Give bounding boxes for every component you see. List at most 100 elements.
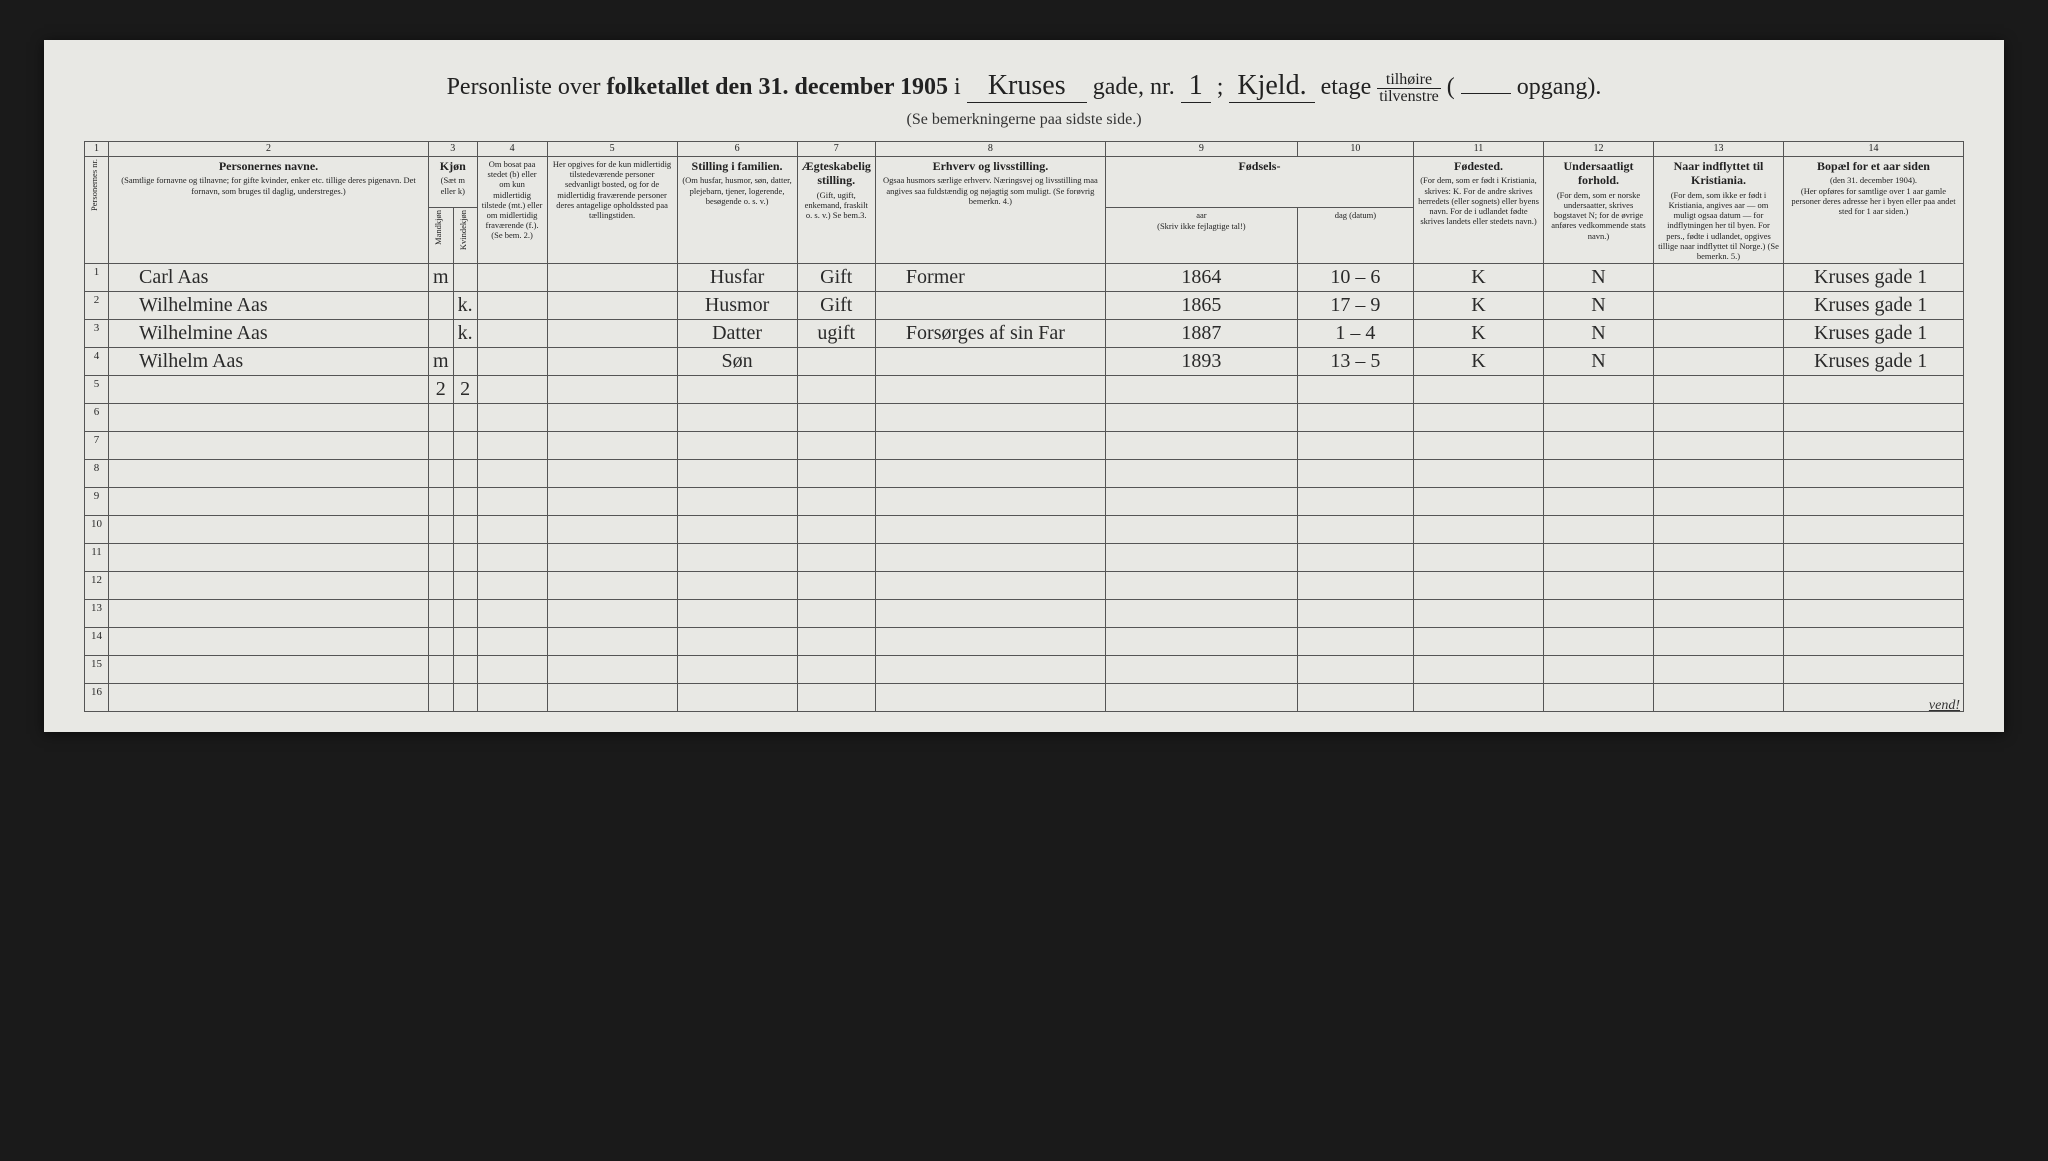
cell-empty (547, 516, 677, 544)
row-nr: 1 (85, 264, 109, 292)
title-part6: etage (1321, 74, 1378, 100)
cell-empty (677, 516, 797, 544)
cell-empty (547, 432, 677, 460)
cell-indflyt (1654, 292, 1784, 320)
table-body: 1Carl AasmHusfarGiftFormer186410 – 6KNKr… (85, 264, 1964, 712)
cell-empty (1105, 684, 1297, 712)
table-row: 7 (85, 432, 1964, 460)
cell-fodested: K (1414, 320, 1544, 348)
cell-empty (477, 460, 547, 488)
colnum: 1 (85, 141, 109, 156)
col-header-sex: Kjøn (Sæt m eller k) (429, 156, 478, 207)
cell-empty (547, 488, 677, 516)
cell-empty (109, 460, 429, 488)
cell-empty (1544, 404, 1654, 432)
cell-empty (1544, 460, 1654, 488)
colnum: 4 (477, 141, 547, 156)
cell-empty (477, 432, 547, 460)
col-header-11: Fødested. (For dem, som er født i Kristi… (1414, 156, 1544, 263)
cell-stilling: Datter (677, 320, 797, 348)
cell-erhverv (875, 348, 1105, 376)
cell-empty (1297, 572, 1413, 600)
cell-5 (547, 348, 677, 376)
cell-empty (1654, 656, 1784, 684)
cell-empty (547, 404, 677, 432)
cell-bopael: Kruses gade 1 (1784, 320, 1964, 348)
cell-empty (477, 488, 547, 516)
cell-empty (875, 544, 1105, 572)
cell-empty (1654, 404, 1784, 432)
cell-aegt: Gift (797, 264, 875, 292)
table-row: 13 (85, 600, 1964, 628)
col-header-7: Ægteskabelig stilling. (Gift, ugift, enk… (797, 156, 875, 263)
cell-empty (677, 432, 797, 460)
title-part4: gade, nr. (1093, 74, 1181, 100)
cell-sex-m: m (429, 264, 454, 292)
cell-empty (109, 376, 429, 404)
title-part5: ; (1217, 74, 1230, 100)
opgang (1461, 93, 1511, 94)
cell-empty (477, 684, 547, 712)
table-header: 1 2 3 4 5 6 7 8 9 10 11 12 13 14 Persone… (85, 141, 1964, 263)
cell-empty (109, 516, 429, 544)
colnum: 14 (1784, 141, 1964, 156)
cell-empty (1654, 432, 1784, 460)
row-nr: 15 (85, 656, 109, 684)
cell-undersaat: N (1544, 348, 1654, 376)
colnum: 7 (797, 141, 875, 156)
col-header-6: Stilling i familien. (Om husfar, husmor,… (677, 156, 797, 263)
cell-empty (1105, 628, 1297, 656)
table-row: 10 (85, 516, 1964, 544)
cell-empty (797, 572, 875, 600)
cell-dag: 10 – 6 (1297, 264, 1413, 292)
cell-4 (477, 292, 547, 320)
cell-empty (547, 600, 677, 628)
cell-empty (875, 488, 1105, 516)
cell-empty (797, 656, 875, 684)
table-row: 12 (85, 572, 1964, 600)
cell-sex-k (453, 264, 477, 292)
cell-empty (1544, 600, 1654, 628)
cell-empty (797, 376, 875, 404)
row-nr: 3 (85, 320, 109, 348)
cell-dag: 13 – 5 (1297, 348, 1413, 376)
col-header-sex-m: Mandkjøn (429, 208, 454, 264)
cell-empty (797, 544, 875, 572)
cell-empty (547, 376, 677, 404)
cell-empty (1414, 432, 1544, 460)
cell-empty (477, 656, 547, 684)
cell-empty (109, 488, 429, 516)
cell-empty (1414, 684, 1544, 712)
title-line: Personliste over folketallet den 31. dec… (84, 70, 1964, 105)
cell-empty (1297, 656, 1413, 684)
cell-empty (677, 572, 797, 600)
title-part7: ( (1447, 74, 1455, 100)
cell-empty (677, 488, 797, 516)
cell-empty (1544, 432, 1654, 460)
cell-empty (109, 404, 429, 432)
cell-empty (477, 628, 547, 656)
ratio-bot: tilvenstre (1377, 89, 1441, 105)
street-nr: 1 (1181, 70, 1211, 103)
cell-empty (1654, 376, 1784, 404)
cell-empty (875, 572, 1105, 600)
cell-empty (1654, 516, 1784, 544)
col-header-12: Undersaatligt forhold. (For dem, som er … (1544, 156, 1654, 263)
cell-empty (477, 544, 547, 572)
cell-empty (1544, 488, 1654, 516)
row-nr: 12 (85, 572, 109, 600)
cell-sex-m (429, 320, 454, 348)
cell-dag: 17 – 9 (1297, 292, 1413, 320)
cell-empty (1544, 656, 1654, 684)
cell-stilling: Husmor (677, 292, 797, 320)
cell-stilling: Husfar (677, 264, 797, 292)
cell-empty (1414, 404, 1544, 432)
cell-empty (547, 572, 677, 600)
cell-empty (477, 572, 547, 600)
colnum: 10 (1297, 141, 1413, 156)
colnum: 11 (1414, 141, 1544, 156)
table-row: 15 (85, 656, 1964, 684)
cell-empty (1105, 572, 1297, 600)
cell-aegt (797, 348, 875, 376)
ratio-top: tilhøire (1377, 72, 1441, 89)
